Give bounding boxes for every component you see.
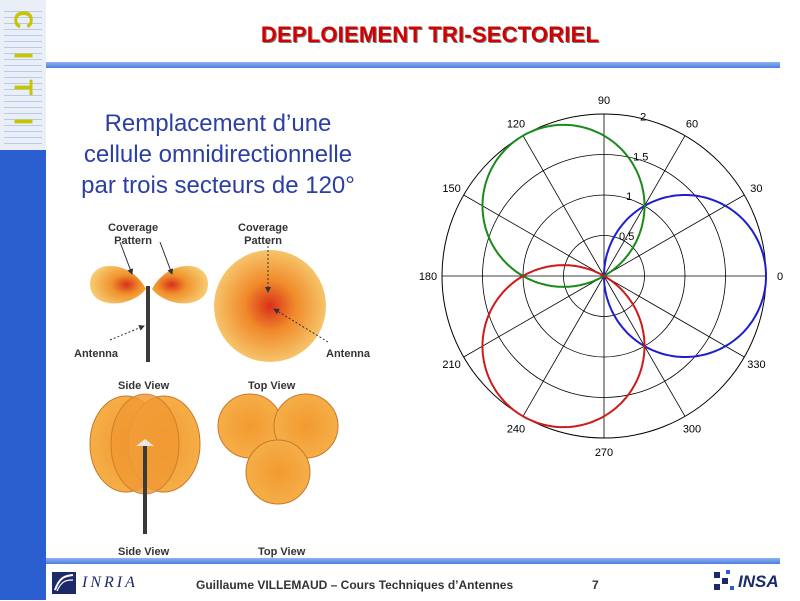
polar-spoke xyxy=(522,135,605,277)
polar-radial-label: 1.5 xyxy=(633,151,648,163)
polar-radiation-plot: 0 30 60 90 120 150 180 210 240 270 300 330 0.5 1 1.5 2 xyxy=(400,84,800,474)
polar-angle-label: 330 xyxy=(747,359,765,371)
inria-logo: INRIA xyxy=(52,570,138,596)
inria-emblem-icon xyxy=(52,572,76,594)
coverage-pattern-label-right: Coverage Pattern xyxy=(238,222,288,248)
logo-letter-4: I xyxy=(8,117,39,126)
polar-spoke xyxy=(463,275,605,358)
logo-letter-3: T xyxy=(8,79,39,96)
antenna-illustration-graphic xyxy=(89,241,339,534)
footer-divider xyxy=(46,558,780,564)
polar-angle-label: 300 xyxy=(683,423,701,435)
insa-emblem-icon xyxy=(714,570,734,590)
coverage-pattern-label-right-text: Coverage Pattern xyxy=(238,222,289,247)
polar-angle-label: 60 xyxy=(686,119,698,131)
citi-logo: C I T I xyxy=(0,0,46,150)
polar-angle-label: 150 xyxy=(442,183,460,195)
subtitle-line-2: cellule omnidirectionnelle xyxy=(83,141,353,168)
subtitle-line-1: Remplacement d’une xyxy=(104,110,332,137)
polar-angle-label: 180 xyxy=(419,271,437,283)
logo-letter-2: I xyxy=(8,51,39,60)
slide-subtitle: Remplacement d’une cellule omnidirection… xyxy=(58,108,378,201)
antenna-label-left: Antenna xyxy=(74,348,118,360)
sidebar-band: C I T I xyxy=(0,0,46,600)
coverage-pattern-label-left-text: Coverage Pattern xyxy=(108,222,159,247)
polar-angle-label: 0 xyxy=(777,271,783,283)
logo-stripes xyxy=(4,6,42,144)
three-sector-side-view xyxy=(89,393,201,534)
polar-radial-label: 1 xyxy=(626,191,632,203)
polar-angle-label: 30 xyxy=(750,183,762,195)
polar-radial-label: 0.5 xyxy=(619,231,634,243)
coverage-pattern-label-left: Coverage Pattern xyxy=(108,222,158,248)
insa-wordmark: INSA xyxy=(738,572,779,591)
slide-title: DEPLOIEMENT TRI-SECTORIEL xyxy=(260,22,600,47)
antenna-illustration: Coverage Pattern Coverage Pattern Antenn… xyxy=(60,214,390,564)
logo-letter-1: C xyxy=(8,10,39,29)
top-view-disk xyxy=(214,242,329,362)
polar-spoke xyxy=(463,194,605,277)
footer-author: Guillaume VILLEMAUD – Cours Techniques d… xyxy=(196,578,514,592)
top-view-label-top: Top View xyxy=(248,380,296,392)
insa-logo: INSA xyxy=(712,568,792,598)
page-number: 7 xyxy=(592,578,599,592)
polar-radial-label: 2 xyxy=(640,111,646,123)
side-view-label-top: Side View xyxy=(118,380,170,392)
polar-spoke xyxy=(522,275,605,417)
subtitle-line-3: par trois secteurs de 120° xyxy=(81,172,355,199)
polar-plot-svg: 0 30 60 90 120 150 180 210 240 270 300 330 0.5 1 1.5 2 xyxy=(419,95,783,459)
polar-angle-label: 270 xyxy=(595,447,613,459)
polar-spoke xyxy=(603,275,745,358)
top-view-label-bottom: Top View xyxy=(258,546,306,558)
three-sector-top-view xyxy=(217,393,339,505)
polar-series-3 xyxy=(481,264,646,429)
polar-angle-label: 240 xyxy=(507,423,525,435)
polar-angle-label: 90 xyxy=(598,95,610,107)
polar-spoke xyxy=(603,194,745,277)
title-divider xyxy=(46,62,780,68)
side-view-lobes xyxy=(90,241,208,362)
antenna-label-right: Antenna xyxy=(326,348,370,360)
side-view-label-bottom: Side View xyxy=(118,546,170,558)
polar-angle-label: 120 xyxy=(507,119,525,131)
polar-angle-label: 210 xyxy=(442,359,460,371)
inria-wordmark: INRIA xyxy=(82,574,138,591)
